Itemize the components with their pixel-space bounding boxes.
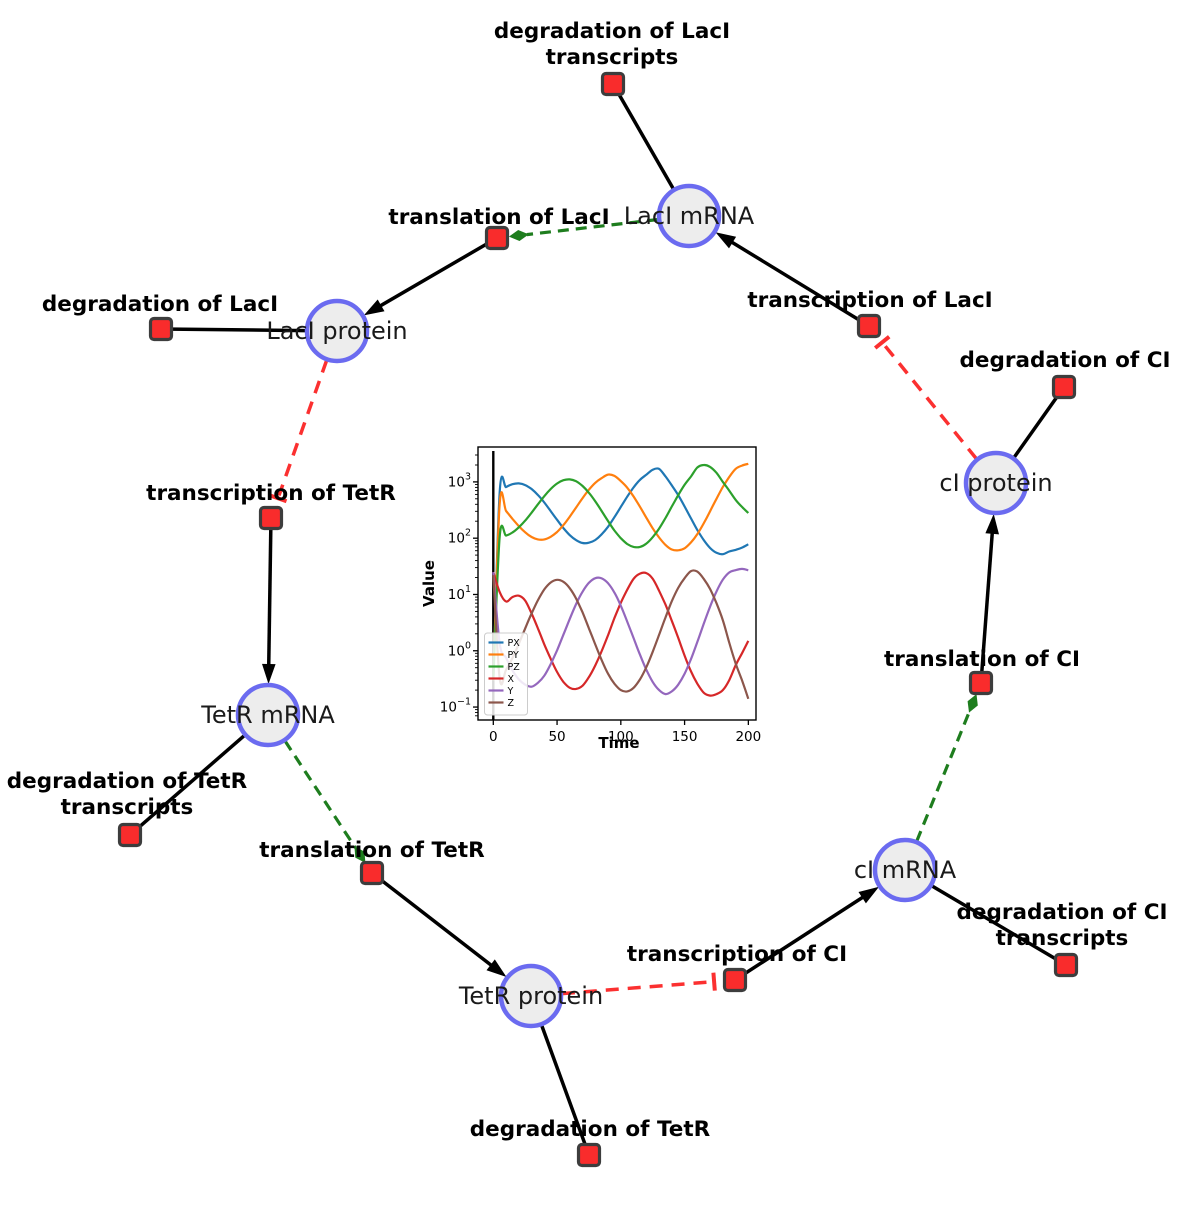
reaction-label-transcription-laci: transcription of LacI [747,288,992,313]
legend-label-PZ: PZ [508,662,521,673]
x-tick-label: 50 [548,729,565,745]
species-node-tetr-protein[interactable] [498,963,564,1029]
y-tick-label: 100 [448,640,471,659]
arrowhead-icon [715,232,737,249]
species-node-tetr-mrna[interactable] [235,682,301,748]
legend-label-Z: Z [508,698,515,709]
series-line-Y [492,567,749,696]
species-label-tetr-protein: TetR protein [458,982,603,1010]
legend-label-PX: PX [508,638,521,649]
labels-layer: LacI mRNA LacI protein TetR mRNA TetR prote… [7,19,1171,1142]
reaction-label-translation-tetr: translation of TetR [259,838,485,863]
arrowhead-icon [985,513,999,535]
reaction-node-transcription-laci[interactable] [856,313,882,339]
reaction-label-deg-laci-transcripts: degradation of LacI [494,19,730,44]
edge-modifier-ci-mrna-translation-ci [915,710,972,842]
species-node-laci-protein[interactable] [304,298,370,364]
series-line-PX [492,467,749,681]
edges-layer [137,92,1060,1146]
reaction-node-transcription-ci[interactable] [722,967,748,993]
edge-modifier-tetr-mrna-translation-tetr [283,740,357,849]
edge-production-transcription-laci-laci-mrna [728,239,861,322]
edge-consumption-laci-mrna-deg-laci-transcripts [616,92,676,190]
arrowhead-icon [262,663,276,684]
x-tick-label: 100 [608,729,634,745]
reaction-node-deg-laci[interactable] [148,316,174,342]
arrowhead-icon [363,299,385,316]
edge-production-translation-ci-ci-protein [980,529,995,673]
reaction-label-deg-tetr: degradation of TetR [470,1117,711,1142]
y-tick-label: 102 [448,528,471,547]
reaction-label-deg-laci-transcripts: transcripts [546,45,679,70]
plot-frame [477,446,757,721]
reaction-label-translation-ci: translation of CI [884,647,1080,672]
inhibition-tee-icon [268,493,288,504]
edge-consumption-ci-protein-deg-ci [1012,394,1060,459]
reaction-node-transcription-tetr[interactable] [258,505,284,531]
series-line-PY [492,462,749,681]
reaction-node-translation-laci[interactable] [484,225,510,251]
edge-inhibition-tetr-protein-transcription-ci [561,980,712,996]
edge-production-transcription-ci-ci-mrna [743,894,867,976]
species-label-ci-mrna: cI mRNA [854,856,957,884]
edge-consumption-tetr-protein-deg-tetr [539,1024,587,1146]
reaction-label-translation-laci: translation of LacI [388,205,609,230]
reaction-node-deg-tetr-transcripts[interactable] [117,822,143,848]
reaction-label-deg-tetr-transcripts: degradation of TetR [7,769,248,794]
edge-consumption-tetr-mrna-deg-tetr-transcripts [137,733,246,830]
inhibition-tee-icon [711,972,717,991]
edge-inhibition-laci-protein-transcription-tetr [277,359,329,496]
species-node-ci-mrna[interactable] [872,837,938,903]
reaction-label-transcription-ci: transcription of CI [627,942,847,967]
edge-inhibition-ci-protein-transcription-laci [882,343,978,461]
species-label-laci-protein: LacI protein [266,317,407,345]
legend-label-PY: PY [508,650,520,661]
modifier-diamond-icon [967,694,978,713]
reaction-node-translation-ci[interactable] [968,670,994,696]
series-line-Z [492,569,750,700]
legend-label-X: X [508,674,515,685]
reaction-node-translation-tetr[interactable] [359,860,385,886]
modifier-diamond-icon [354,846,366,863]
species-label-tetr-mrna: TetR mRNA [200,701,335,729]
edge-consumption-laci-protein-deg-laci [171,327,307,333]
y-tick-label: 10−1 [440,697,471,716]
arrowhead-icon [486,959,507,977]
series-line-X [492,571,750,697]
species-node-ci-protein[interactable] [963,450,1029,516]
reaction-label-deg-laci: degradation of LacI [42,292,278,317]
edge-production-translation-tetr-tetr-protein [379,878,495,969]
reaction-label-deg-ci-transcripts: transcripts [996,926,1129,951]
x-tick-label: 150 [672,729,698,745]
species-label-ci-protein: cI protein [939,469,1052,497]
edge-production-transcription-tetr-tetr-mrna [266,528,273,669]
arrowhead-icon [858,886,879,904]
series-line-PZ [492,463,750,681]
legend-label-Y: Y [507,686,514,697]
reaction-label-deg-tetr-transcripts: transcripts [61,795,194,820]
reaction-label-deg-ci-transcripts: degradation of CI [957,900,1168,925]
reaction-node-deg-ci[interactable] [1051,374,1077,400]
species-node-laci-mrna[interactable] [656,183,722,249]
modifier-diamond-icon [508,230,529,241]
edge-modifier-laci-mrna-translation-laci [526,217,659,237]
species-label-laci-mrna: LacI mRNA [624,202,755,230]
y-tick-label: 103 [448,471,471,490]
edge-production-translation-laci-laci-protein [376,241,489,309]
plot-y-axis-label: Value [420,560,438,607]
x-tick-label: 0 [489,729,498,745]
reaction-label-deg-ci: degradation of CI [960,348,1171,373]
reaction-label-transcription-tetr: transcription of TetR [146,481,396,506]
reaction-node-deg-tetr[interactable] [576,1142,602,1168]
inhibition-tee-icon [873,335,891,350]
y-tick-label: 101 [448,584,471,603]
x-tick-label: 200 [735,729,761,745]
nodes-layer [117,71,1079,1168]
plot-x-axis-label: Time [598,734,639,752]
edge-consumption-ci-mrna-deg-ci-transcripts [930,884,1058,961]
reaction-node-deg-ci-transcripts[interactable] [1053,952,1079,978]
reaction-node-deg-laci-transcripts[interactable] [600,71,626,97]
simulation-plot: 0 50 100 150 20010310210110010−1TimeValuePXP… [420,446,761,752]
